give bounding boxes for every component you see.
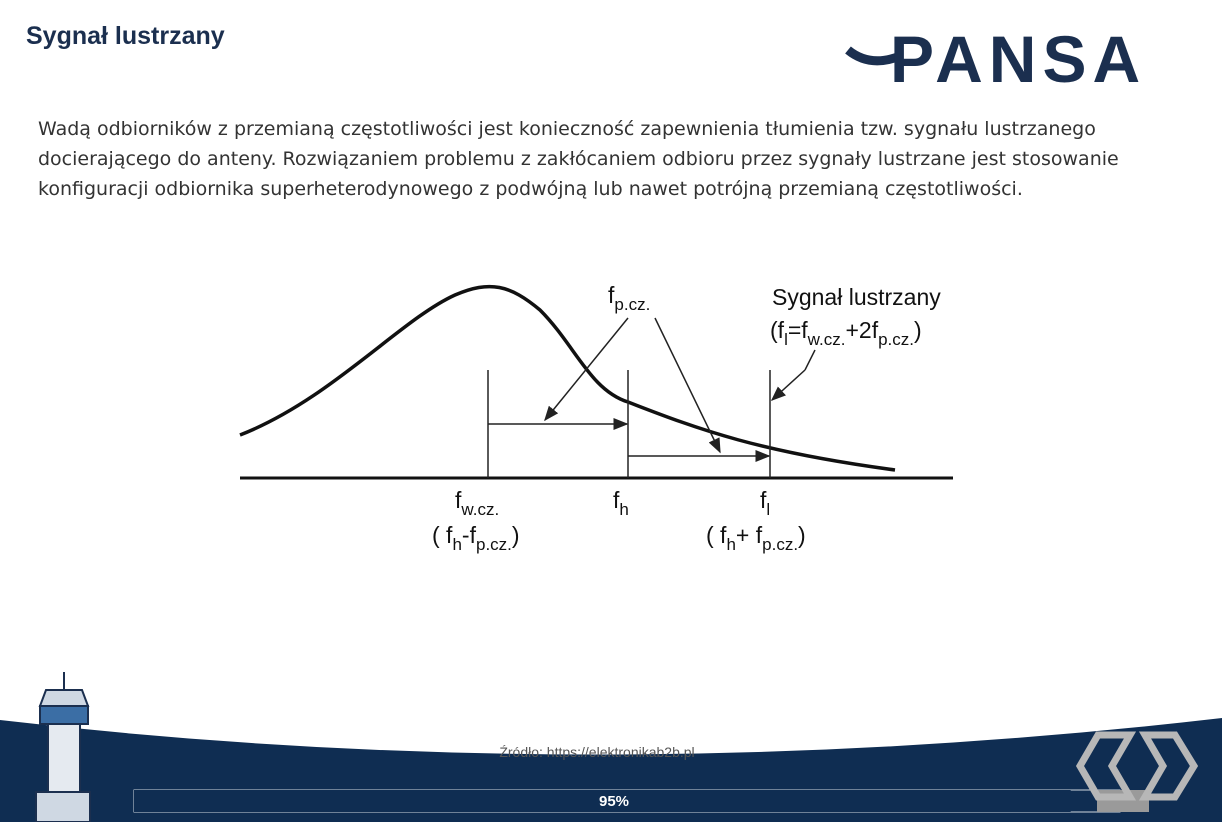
label-text: +2f [845, 317, 878, 343]
diagram-label: fp.cz. [608, 282, 650, 314]
label-text: -f [462, 522, 477, 548]
label-text: f [455, 487, 462, 513]
label-subscript: p.cz. [476, 535, 512, 554]
label-text: ) [512, 522, 520, 548]
diagram: Sygnał lustrzany (fl=fw.cz.+2fp.cz.) fp.… [239, 282, 953, 554]
label-subscript: h [452, 535, 461, 554]
diagram-label: (fl=fw.cz.+2fp.cz.) [770, 317, 922, 349]
label-text: (f [770, 317, 785, 343]
label-subscript: p.cz. [614, 295, 650, 314]
logo-text: PANSA [890, 22, 1146, 96]
label-subscript: w.cz. [807, 330, 846, 349]
diagram-label: fl [760, 487, 770, 519]
label-text: ( f [706, 522, 727, 548]
progress-label: 95% [599, 793, 629, 810]
label-text: =f [788, 317, 808, 343]
signal-curve [239, 284, 896, 472]
diagram-label: ( fh+ fp.cz.) [706, 522, 806, 554]
footer-band [0, 718, 1222, 822]
prev-button[interactable] [1075, 731, 1137, 801]
label-text: f [613, 487, 620, 513]
progress-track [133, 789, 1121, 813]
label-text: f [760, 487, 767, 513]
next-button[interactable] [1138, 731, 1199, 801]
tower-icon [35, 672, 91, 822]
label-subscript: l [766, 500, 770, 519]
label-text: + f [736, 522, 763, 548]
pointer-arrow [544, 317, 629, 422]
pointer-arrow [654, 317, 721, 454]
source: Źródło: https://elektronikab2b.pl [499, 744, 694, 760]
diagram-label: fh [613, 487, 629, 519]
logo: PANSA [845, 22, 1146, 96]
progress-fill [134, 790, 1071, 812]
label-subscript: p.cz. [878, 330, 914, 349]
label-subscript: p.cz. [762, 535, 798, 554]
paragraph: Wadą odbiorników z przemianą częstotliwo… [38, 118, 1119, 200]
label-text: ) [798, 522, 806, 548]
pointer-arrow [770, 369, 806, 402]
label-text: ( f [432, 522, 453, 548]
label-text: f [608, 282, 615, 308]
label-subscript: h [726, 535, 735, 554]
diagram-label: ( fh-fp.cz.) [432, 522, 520, 554]
diagram-label: fw.cz. [455, 487, 499, 519]
label-text: ) [914, 317, 922, 343]
label-subscript: l [784, 330, 788, 349]
label-subscript: w.cz. [460, 500, 499, 519]
pointer-arrow [804, 349, 816, 371]
slide-title: Sygnał lustrzany [26, 22, 225, 50]
mirror-title: Sygnał lustrzany [772, 284, 941, 310]
logo-swoosh [845, 46, 902, 66]
label-subscript: h [619, 500, 628, 519]
